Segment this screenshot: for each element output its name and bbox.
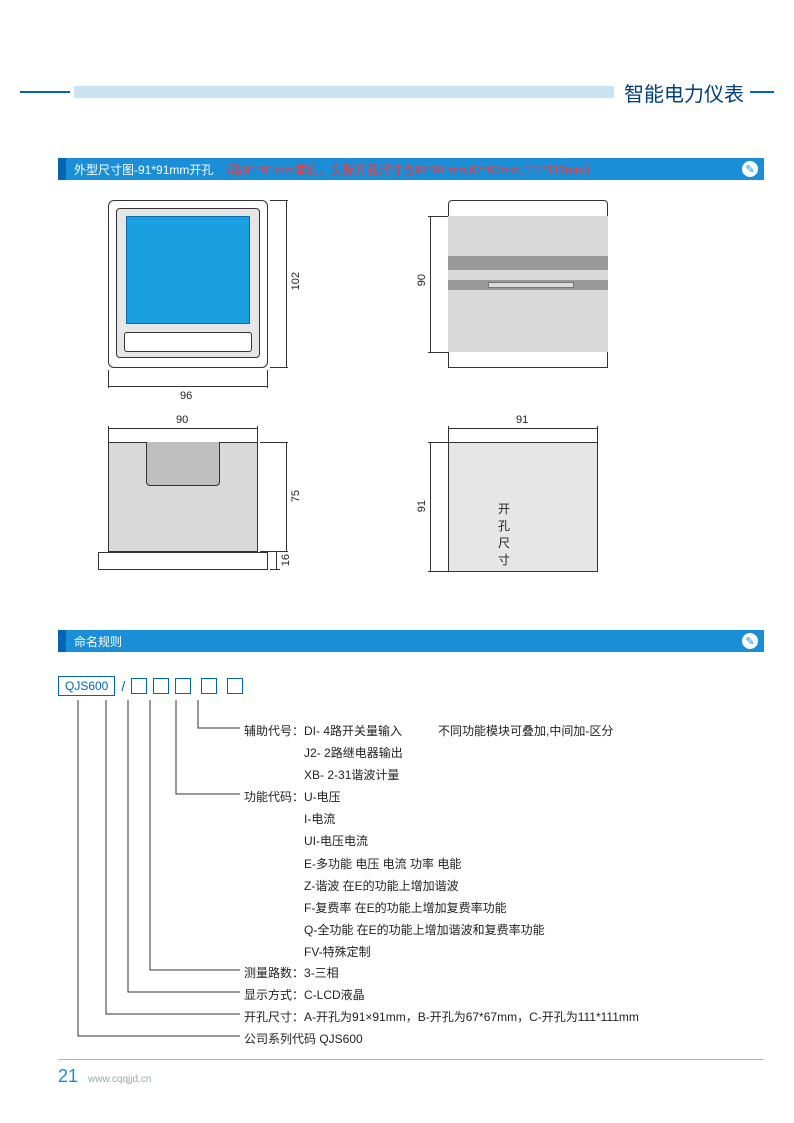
naming-rules: QJS600 / bbox=[58, 660, 736, 696]
page-footer: 21 www.cqqjjd.cn bbox=[58, 1059, 764, 1087]
code-prefix: QJS600 bbox=[58, 676, 115, 696]
top-width-label: 90 bbox=[176, 414, 188, 426]
section-dimensions-note: （取91*91mm举例，实际开孔尺寸含91*91mm,67*67mm,111*1… bbox=[219, 161, 597, 178]
section-dimensions-bar: 外型尺寸图-91*91mm开孔 （取91*91mm举例，实际开孔尺寸含91*91… bbox=[58, 158, 764, 180]
header-light-bar bbox=[74, 86, 614, 98]
edit-icon: ✎ bbox=[742, 161, 758, 177]
code-box-4 bbox=[201, 678, 217, 694]
series-row: 公司系列代码 QJS600 bbox=[244, 1028, 363, 1050]
section-body: 命名规则 ✎ bbox=[66, 630, 764, 652]
func-block: 功能代码：U-电压 功能代码：I-电流 功能代码：UI-电压电流 功能代码：E-… bbox=[244, 786, 545, 964]
func-label: 功能代码： bbox=[244, 790, 304, 804]
footer-url: www.cqqjjd.cn bbox=[88, 1074, 151, 1085]
page-header: 智能电力仪表 bbox=[20, 85, 774, 99]
cutout-height-label: 91 bbox=[416, 500, 428, 512]
section-naming-title: 命名规则 bbox=[74, 633, 122, 650]
header-accent-left bbox=[20, 91, 70, 93]
page-title: 智能电力仪表 bbox=[624, 78, 744, 107]
front-height-label: 102 bbox=[290, 272, 302, 290]
dimension-diagrams: 96 102 90 90 75 16 bbox=[58, 192, 736, 597]
section-body: 外型尺寸图-91*91mm开孔 （取91*91mm举例，实际开孔尺寸含91*91… bbox=[66, 158, 764, 180]
naming-spec: 辅助代号：DI- 4路开关量输入 不同功能模块可叠加,中间加-区分 辅助代号：J… bbox=[68, 700, 718, 1040]
display-row: 显示方式：C-LCD液晶 bbox=[244, 984, 365, 1006]
header-accent-right bbox=[750, 91, 774, 93]
section-tab bbox=[58, 630, 66, 652]
edit-icon: ✎ bbox=[742, 633, 758, 649]
page-number: 21 bbox=[58, 1066, 78, 1087]
side-height-label: 90 bbox=[416, 274, 428, 286]
size-row: 开孔尺寸：A-开孔为91×91mm，B-开孔为67*67mm，C-开孔为111*… bbox=[244, 1006, 639, 1028]
code-box-2 bbox=[153, 678, 169, 694]
phase-row: 测量路数：3-三相 bbox=[244, 962, 339, 984]
cutout-text: 开孔尺寸 bbox=[498, 500, 510, 568]
slash: / bbox=[121, 678, 125, 694]
cutout-width-label: 91 bbox=[516, 414, 528, 426]
code-box-1 bbox=[131, 678, 147, 694]
section-dimensions-title: 外型尺寸图-91*91mm开孔 bbox=[74, 161, 213, 178]
aux-label: 辅助代号： bbox=[244, 724, 304, 738]
top-depth-label: 75 bbox=[290, 490, 302, 502]
front-width-label: 96 bbox=[180, 390, 192, 402]
section-naming-bar: 命名规则 ✎ bbox=[58, 630, 764, 652]
code-box-5 bbox=[227, 678, 243, 694]
top-lip-label: 16 bbox=[280, 554, 292, 566]
section-tab bbox=[58, 158, 66, 180]
code-box-3 bbox=[175, 678, 191, 694]
model-code-row: QJS600 / bbox=[58, 676, 736, 696]
aux-block: 辅助代号：DI- 4路开关量输入 不同功能模块可叠加,中间加-区分 辅助代号：J… bbox=[244, 720, 613, 787]
